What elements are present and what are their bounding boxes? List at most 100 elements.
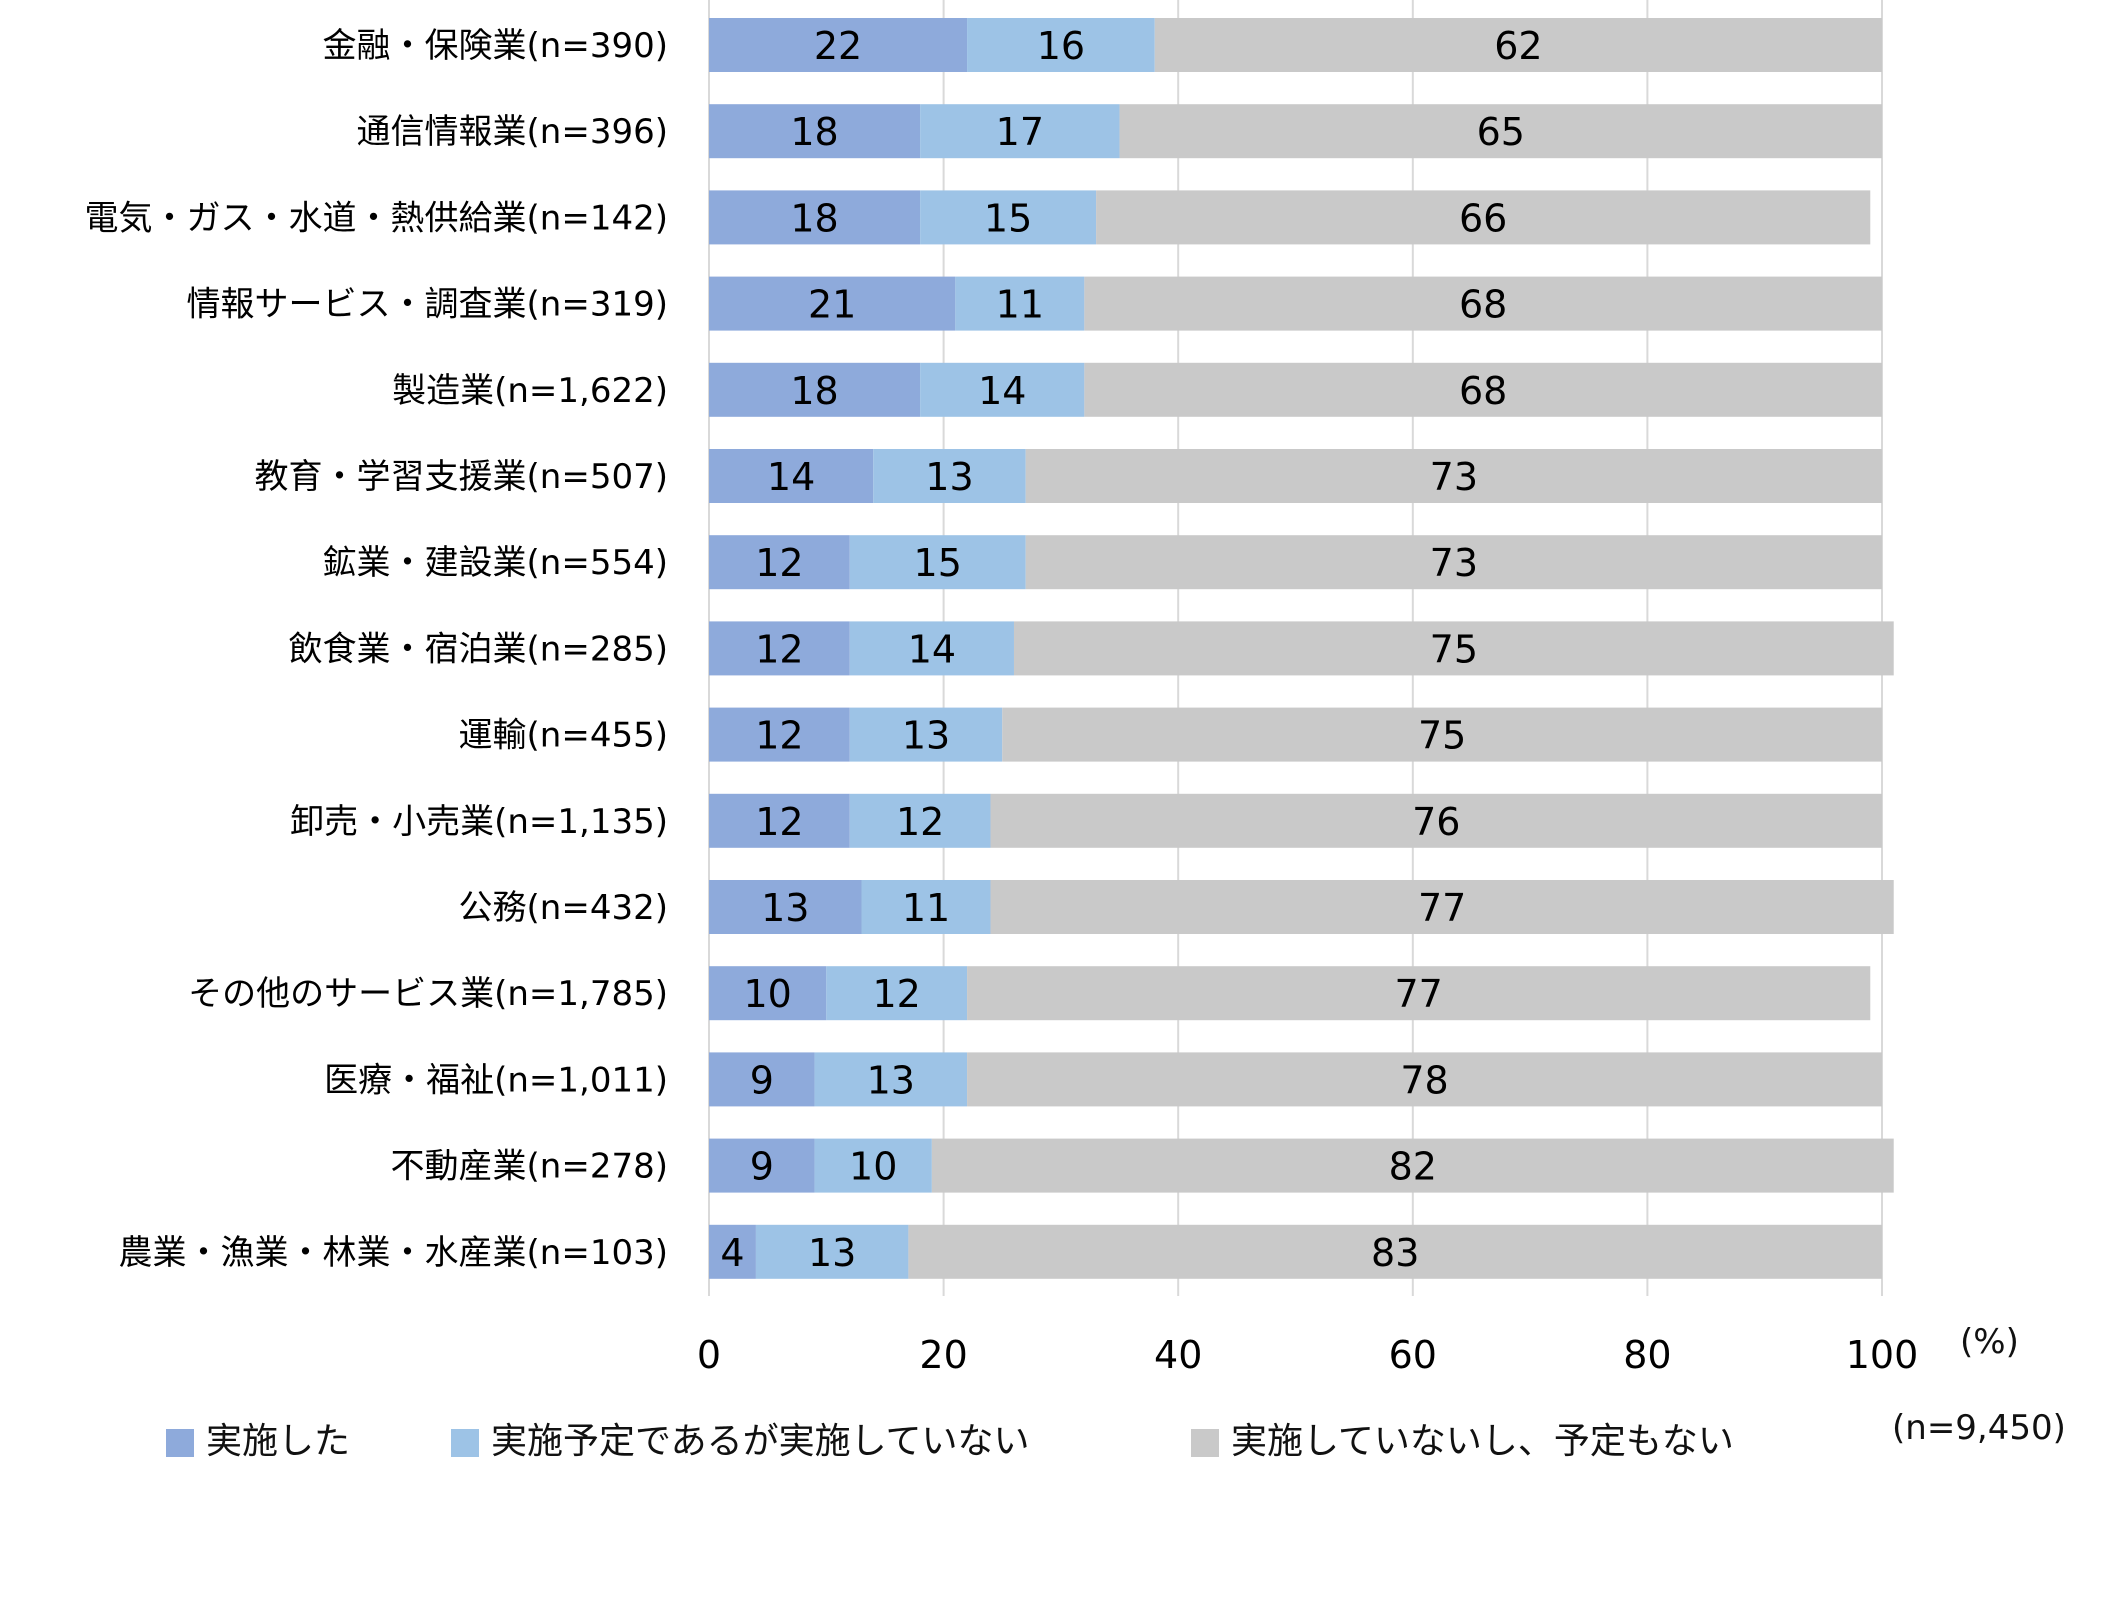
bar-segment	[826, 966, 968, 1021]
bar-segment	[709, 1224, 756, 1279]
category-label: 医療・福祉(n=1,011)	[324, 1060, 668, 1100]
data-label: 73	[1430, 541, 1478, 585]
data-label: 21	[808, 283, 856, 327]
bar-segment	[931, 1138, 1894, 1193]
data-label: 13	[925, 455, 973, 499]
legend-swatch	[451, 1429, 479, 1457]
bar-segment	[849, 535, 1026, 590]
data-label: 9	[750, 1145, 774, 1189]
bar-segment	[1002, 707, 1882, 762]
bar-segment	[1025, 449, 1882, 503]
data-label: 12	[755, 541, 803, 585]
data-label: 78	[1400, 1058, 1448, 1102]
legend-label: 実施した	[206, 1421, 351, 1462]
data-label: 12	[755, 714, 803, 758]
x-tick-label: 80	[1623, 1333, 1671, 1377]
category-label: 不動産業(n=278)	[391, 1147, 668, 1187]
bar-segment	[709, 966, 827, 1021]
legend-label: 実施していないし、予定もない	[1231, 1421, 1734, 1462]
bar-segment	[709, 276, 956, 331]
category-label: 電気・ガス・水道・熱供給業(n=142)	[85, 198, 668, 238]
legend-label: 実施予定であるが実施していない	[491, 1421, 1030, 1462]
data-label: 15	[984, 196, 1032, 240]
bar-segment	[955, 276, 1085, 331]
category-label: 金融・保険業(n=390)	[323, 26, 668, 66]
data-label: 9	[750, 1058, 774, 1102]
bar-segment	[709, 535, 850, 590]
bar-segment	[709, 621, 850, 676]
bar-segment	[920, 190, 1097, 245]
data-label: 13	[867, 1058, 915, 1102]
legend-swatch	[166, 1429, 194, 1457]
data-label: 75	[1418, 714, 1466, 758]
data-label: 10	[743, 972, 791, 1016]
bar-segment	[861, 880, 991, 934]
bar-segment	[709, 707, 850, 762]
data-label: 13	[902, 714, 950, 758]
category-label: 運輸(n=455)	[459, 716, 668, 756]
category-label: 教育・学習支援業(n=507)	[255, 457, 668, 497]
legend-item-not-planned: 実施していないし、予定もない	[1191, 1412, 1734, 1464]
bar-segment	[1025, 535, 1882, 590]
bar-segment	[709, 104, 921, 159]
bar-segment	[967, 1052, 1882, 1107]
bar-segment	[755, 1224, 909, 1279]
x-tick-label: 0	[697, 1333, 721, 1377]
category-label: 卸売・小売業(n=1,135)	[290, 802, 668, 842]
data-label: 11	[996, 283, 1044, 327]
x-unit-label: (%)	[1960, 1322, 2019, 1362]
data-label: 15	[914, 541, 962, 585]
bar-segment	[709, 1138, 815, 1193]
bar-segment	[1084, 276, 1882, 331]
category-label: 通信情報業(n=396)	[357, 112, 668, 152]
data-label: 76	[1412, 800, 1460, 844]
data-label: 12	[755, 800, 803, 844]
bar-segment	[967, 18, 1155, 72]
data-label: 77	[1394, 972, 1442, 1016]
bar-segment	[920, 104, 1120, 159]
data-label: 73	[1430, 455, 1478, 499]
bar-segment	[1084, 362, 1882, 417]
bar-segment	[814, 1138, 932, 1193]
data-label: 17	[996, 110, 1044, 154]
data-label: 82	[1389, 1145, 1437, 1189]
data-label: 18	[790, 110, 838, 154]
bar-segment	[1119, 104, 1882, 159]
data-label: 12	[755, 627, 803, 671]
data-label: 18	[790, 369, 838, 413]
data-label: 10	[849, 1145, 897, 1189]
category-label: 鉱業・建設業(n=554)	[323, 543, 668, 583]
data-label: 16	[1037, 24, 1085, 68]
data-label: 68	[1459, 369, 1507, 413]
data-label: 12	[873, 972, 921, 1016]
category-label: 飲食業・宿泊業(n=285)	[289, 629, 668, 669]
data-label: 4	[720, 1231, 744, 1275]
category-label: 公務(n=432)	[459, 888, 668, 928]
data-label: 22	[814, 24, 862, 68]
x-tick-label: 40	[1154, 1333, 1202, 1377]
bar-segment	[709, 362, 921, 417]
category-label: 情報サービス・調査業(n=319)	[187, 285, 668, 325]
bar-segment	[849, 707, 1003, 762]
bar-segment	[1096, 190, 1871, 245]
data-label: 11	[902, 886, 950, 930]
bar-segment	[709, 880, 862, 934]
data-label: 14	[767, 455, 815, 499]
data-label: 68	[1459, 283, 1507, 327]
category-label: その他のサービス業(n=1,785)	[188, 974, 668, 1014]
data-label: 14	[908, 627, 956, 671]
data-label: 66	[1459, 196, 1507, 240]
bar-segment	[908, 1224, 1882, 1279]
x-tick-label: 100	[1846, 1333, 1919, 1377]
bar-segment	[709, 449, 874, 503]
bar-segment	[967, 966, 1871, 1021]
bar-segment	[849, 621, 1014, 676]
data-label: 62	[1494, 24, 1542, 68]
legend-swatch	[1191, 1429, 1219, 1457]
data-label: 83	[1371, 1231, 1419, 1275]
bar-segment	[709, 18, 968, 72]
legend-item-implemented: 実施した	[166, 1412, 350, 1464]
bar-segment	[990, 880, 1894, 934]
total-n-label: (n=9,450)	[1892, 1408, 2066, 1448]
bar-segment	[849, 793, 991, 848]
